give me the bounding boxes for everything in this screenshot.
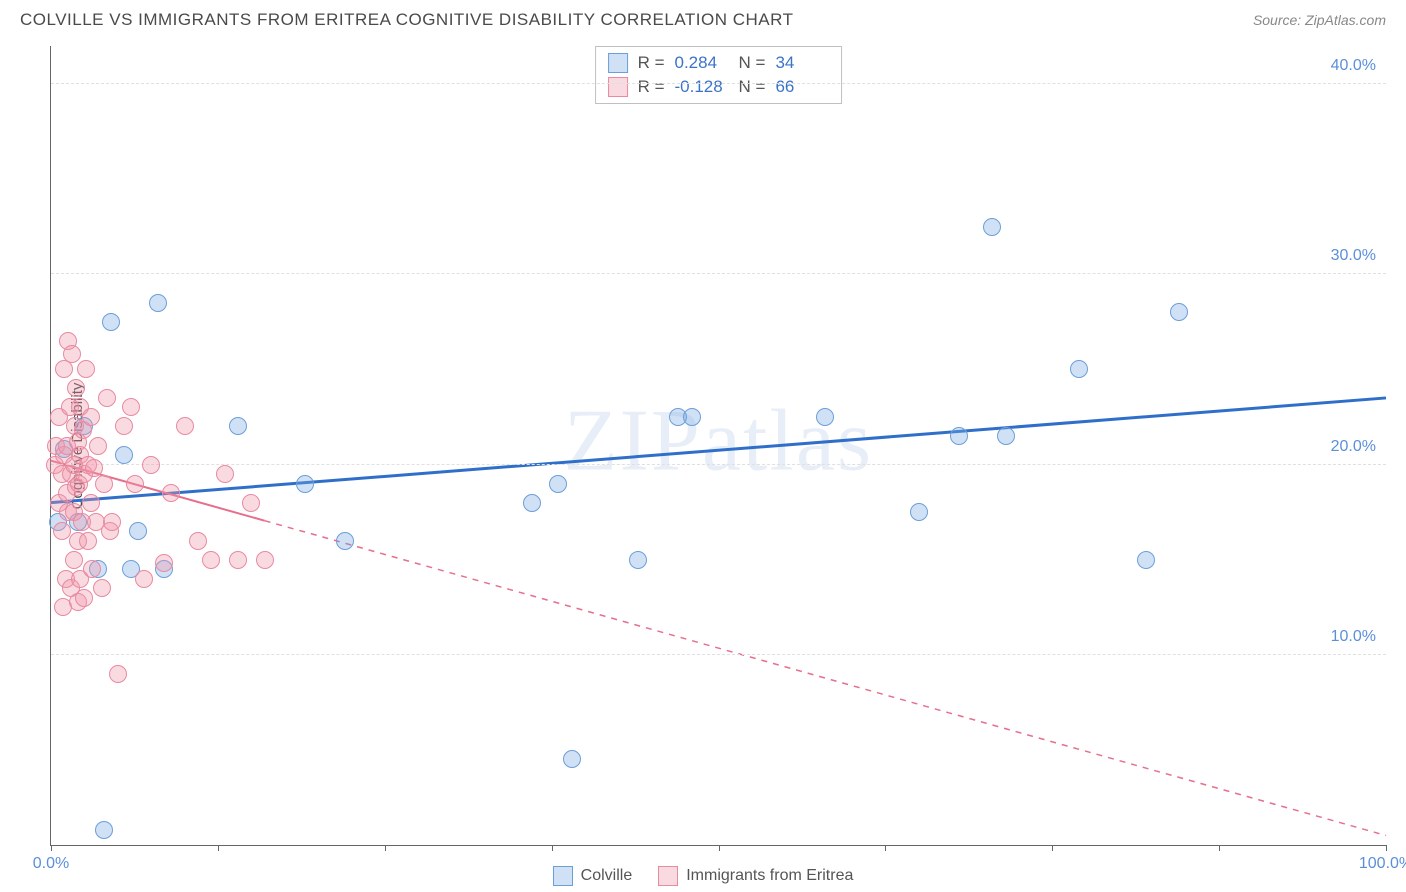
data-point	[122, 398, 140, 416]
trend-line-dashed	[265, 521, 1386, 836]
x-tick	[552, 845, 553, 851]
data-point	[95, 821, 113, 839]
data-point	[910, 503, 928, 521]
x-tick	[218, 845, 219, 851]
data-point	[82, 408, 100, 426]
chart-source: Source: ZipAtlas.com	[1253, 12, 1386, 28]
series-swatch	[608, 53, 628, 73]
legend-item: Colville	[553, 866, 633, 886]
data-point	[77, 360, 95, 378]
x-tick	[51, 845, 52, 851]
stat-r-value: -0.128	[675, 77, 729, 97]
data-point	[129, 522, 147, 540]
data-point	[296, 475, 314, 493]
data-point	[216, 465, 234, 483]
trend-lines	[51, 46, 1386, 845]
stat-n-value: 34	[775, 53, 829, 73]
x-tick	[385, 845, 386, 851]
data-point	[523, 494, 541, 512]
x-tick	[885, 845, 886, 851]
trend-line	[51, 398, 1386, 503]
data-point	[202, 551, 220, 569]
scatter-chart: ZIPatlas R =0.284N =34R =-0.128N =66 10.…	[50, 46, 1386, 846]
stat-r-label: R =	[638, 77, 665, 97]
data-point	[242, 494, 260, 512]
stats-row: R = 0.284 N = 34	[608, 51, 830, 75]
legend-item: Immigrants from Eritrea	[658, 866, 853, 886]
data-point	[336, 532, 354, 550]
legend-label: Colville	[581, 867, 633, 885]
data-point	[229, 417, 247, 435]
data-point	[1137, 551, 1155, 569]
gridline	[51, 83, 1386, 84]
x-tick	[1219, 845, 1220, 851]
data-point	[162, 484, 180, 502]
y-tick-label: 20.0%	[1331, 438, 1376, 456]
stat-n-label: N =	[739, 77, 766, 97]
data-point	[983, 218, 1001, 236]
data-point	[563, 750, 581, 768]
stats-row: R = -0.128 N = 66	[608, 75, 830, 99]
data-point	[135, 570, 153, 588]
data-point	[75, 589, 93, 607]
stat-n-value: 66	[775, 77, 829, 97]
data-point	[109, 665, 127, 683]
chart-legend: Colville Immigrants from Eritrea	[0, 866, 1406, 886]
data-point	[93, 579, 111, 597]
chart-header: COLVILLE VS IMMIGRANTS FROM ERITREA COGN…	[0, 0, 1406, 36]
stat-r-label: R =	[638, 53, 665, 73]
stat-n-label: N =	[739, 53, 766, 73]
gridline	[51, 654, 1386, 655]
data-point	[816, 408, 834, 426]
y-tick-label: 40.0%	[1331, 57, 1376, 75]
data-point	[102, 313, 120, 331]
data-point	[82, 494, 100, 512]
data-point	[189, 532, 207, 550]
data-point	[1070, 360, 1088, 378]
legend-label: Immigrants from Eritrea	[686, 867, 853, 885]
data-point	[176, 417, 194, 435]
legend-swatch	[658, 866, 678, 886]
chart-title: COLVILLE VS IMMIGRANTS FROM ERITREA COGN…	[20, 10, 793, 30]
stat-r-value: 0.284	[675, 53, 729, 73]
data-point	[83, 560, 101, 578]
data-point	[98, 389, 116, 407]
data-point	[149, 294, 167, 312]
data-point	[155, 554, 173, 572]
data-point	[229, 551, 247, 569]
data-point	[1170, 303, 1188, 321]
data-point	[103, 513, 121, 531]
data-point	[65, 551, 83, 569]
data-point	[79, 532, 97, 550]
data-point	[67, 379, 85, 397]
y-tick-label: 10.0%	[1331, 628, 1376, 646]
data-point	[950, 427, 968, 445]
gridline	[51, 273, 1386, 274]
x-tick	[1386, 845, 1387, 851]
data-point	[115, 417, 133, 435]
data-point	[256, 551, 274, 569]
stats-box: R = 0.284 N = 34 R = -0.128 N = 66	[595, 46, 843, 104]
data-point	[142, 456, 160, 474]
data-point	[629, 551, 647, 569]
data-point	[63, 345, 81, 363]
data-point	[115, 446, 133, 464]
data-point	[549, 475, 567, 493]
legend-swatch	[553, 866, 573, 886]
data-point	[95, 475, 113, 493]
gridline	[51, 464, 1386, 465]
y-tick-label: 30.0%	[1331, 247, 1376, 265]
data-point	[997, 427, 1015, 445]
data-point	[126, 475, 144, 493]
data-point	[683, 408, 701, 426]
x-tick	[719, 845, 720, 851]
x-tick	[1052, 845, 1053, 851]
data-point	[89, 437, 107, 455]
series-swatch	[608, 77, 628, 97]
